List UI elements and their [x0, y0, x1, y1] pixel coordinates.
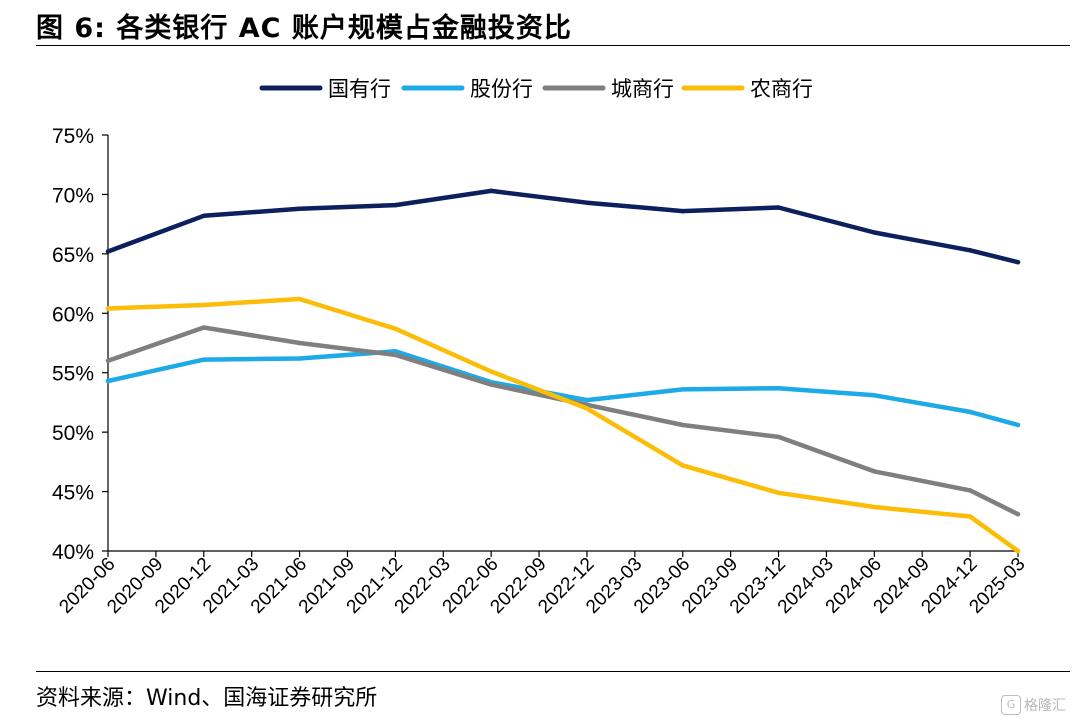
y-axis: 40% 45% 50% 55% 60% 65% 70% 75% [52, 125, 109, 564]
data-point [872, 230, 877, 235]
data-point [967, 248, 973, 253]
data-point [393, 202, 398, 208]
legend-label: 城商行 [611, 77, 674, 101]
y-tick-label: 55% [52, 363, 94, 386]
y-tick-label: 70% [52, 184, 94, 207]
data-point [201, 302, 206, 308]
title-rule [36, 45, 1070, 46]
legend-label: 农商行 [750, 77, 813, 101]
watermark: G 格隆汇 [1001, 695, 1066, 715]
data-point [105, 378, 111, 384]
data-point [201, 357, 206, 362]
data-point [776, 205, 781, 210]
data-point [201, 325, 206, 330]
data-point [680, 463, 685, 468]
data-point [393, 326, 398, 331]
data-point [105, 249, 111, 254]
data-point [872, 393, 877, 398]
data-point [1015, 259, 1021, 265]
series-line-农商行 [105, 296, 1021, 554]
data-point [488, 369, 494, 374]
series-line-股份行 [105, 349, 1021, 428]
data-point [680, 422, 685, 428]
data-point [488, 382, 494, 387]
y-tick-label: 40% [52, 541, 94, 564]
data-point [776, 490, 781, 495]
y-tick-label: 45% [52, 482, 94, 505]
data-point [680, 208, 685, 214]
data-point [967, 514, 973, 519]
watermark-text: 格隆汇 [1024, 698, 1066, 714]
legend-label: 股份行 [470, 77, 533, 101]
y-tick-label: 60% [52, 303, 94, 326]
data-point [967, 488, 973, 493]
data-point [105, 358, 111, 364]
data-point [297, 296, 302, 302]
data-point [297, 356, 302, 361]
y-tick-label: 50% [52, 422, 94, 445]
data-point [488, 188, 494, 194]
data-point [872, 504, 877, 510]
y-tick-label: 65% [52, 244, 94, 267]
source-note: 资料来源：Wind、国海证券研究所 [36, 686, 378, 711]
data-point [393, 352, 398, 358]
data-point [967, 409, 973, 415]
data-point [776, 434, 781, 440]
watermark-logo-icon: G [1001, 695, 1021, 715]
source-rule [36, 671, 1070, 672]
y-tick-label: 75% [52, 125, 94, 148]
legend-label: 国有行 [328, 77, 391, 101]
data-point [105, 306, 111, 311]
data-point [680, 387, 685, 392]
legend: 国有行 股份行 城商行 农商行 [259, 77, 813, 101]
data-point [584, 200, 590, 205]
data-point [584, 406, 590, 411]
data-point [297, 340, 302, 346]
data-point [1015, 511, 1021, 517]
data-point [393, 349, 398, 354]
data-point [776, 385, 781, 391]
data-point [1015, 422, 1021, 428]
figure-title: 图 6: 各类银行 AC 账户规模占金融投资比 [36, 13, 572, 44]
data-point [872, 469, 877, 474]
series-lines [105, 188, 1021, 554]
data-point [584, 397, 590, 403]
series-line-国有行 [105, 188, 1021, 265]
x-axis: 2020-062020-092020-122021-032021-062021-… [55, 550, 1030, 618]
data-point [297, 206, 302, 211]
series-line-城商行 [105, 325, 1021, 517]
data-point [201, 213, 206, 219]
data-point [1015, 548, 1021, 554]
